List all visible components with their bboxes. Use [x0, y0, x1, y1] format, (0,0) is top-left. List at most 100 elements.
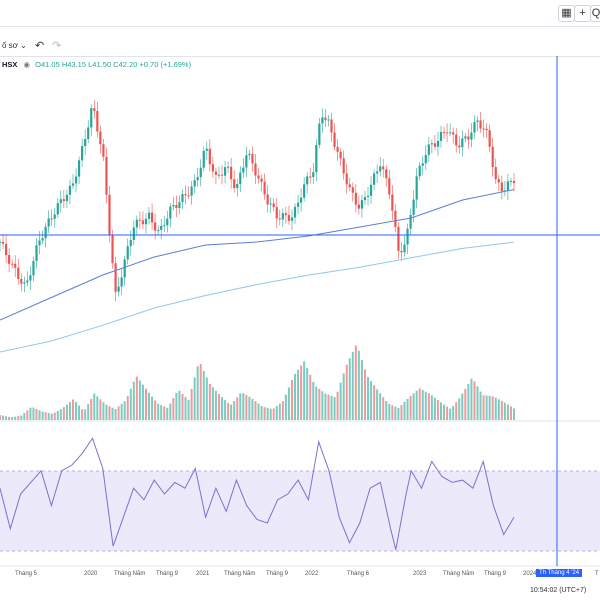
volume-bar [479, 391, 482, 420]
volume-bar [424, 391, 427, 420]
eye-icon[interactable]: ◉ [23, 60, 31, 69]
candle-body [74, 176, 78, 184]
volume-bar [230, 404, 233, 420]
volume-bars [0, 345, 515, 420]
candle-body [138, 219, 142, 221]
candle-body [0, 242, 2, 243]
volume-bar [412, 393, 415, 420]
volume-bar [53, 412, 56, 420]
volume-bar [160, 405, 163, 420]
candle-body [102, 144, 105, 157]
candle-body [482, 128, 485, 130]
plus-icon[interactable]: + [574, 5, 591, 22]
chart-toolbar: ố sơ ⌄ ↶ ↷ [0, 36, 600, 57]
volume-bar [373, 385, 376, 420]
layout-grid-icon[interactable]: ▦ [558, 5, 575, 22]
volume-bar [333, 397, 336, 420]
candle-body [275, 207, 278, 219]
candle-body [269, 203, 272, 205]
candle-body [211, 164, 214, 172]
candle-body [50, 218, 53, 220]
volume-bar [14, 416, 17, 420]
candle-body [84, 138, 87, 147]
volume-bar [208, 383, 211, 420]
candle-body [461, 138, 464, 148]
undo-icon[interactable]: ↶ [35, 40, 45, 52]
volume-bar [464, 388, 467, 420]
x-axis-label: Tháng Năm [114, 571, 146, 577]
volume-bar [129, 388, 132, 420]
candle-body [169, 206, 172, 219]
candle-body [372, 173, 376, 185]
candle-body [29, 275, 32, 281]
candle-body [479, 120, 482, 129]
volume-bar [303, 361, 306, 420]
candle-body [287, 215, 291, 221]
candle-body [473, 121, 476, 133]
volume-bar [509, 406, 512, 420]
volume-bar [297, 369, 300, 420]
volume-bar [436, 400, 439, 420]
candle-body [485, 128, 488, 131]
candle-body [62, 199, 65, 202]
candle-body [68, 185, 72, 195]
candle-body [391, 194, 394, 211]
volume-bar [56, 410, 59, 420]
volume-bar [263, 407, 266, 420]
volume-bar [506, 404, 509, 420]
volume-bar [315, 386, 318, 420]
candle-body [458, 145, 461, 148]
candle-body [181, 194, 184, 203]
candle-body [20, 278, 23, 284]
volume-bar [391, 405, 394, 420]
candle-body [260, 178, 263, 182]
x-axis-label: Tháng 6 [347, 571, 370, 577]
clock: 10:54:02 (UTC+7) [530, 587, 587, 594]
x-axis-label: T [595, 571, 599, 577]
volume-bar [494, 397, 497, 420]
candle-body [266, 194, 269, 205]
volume-bar [488, 395, 491, 420]
volume-bar [284, 394, 287, 420]
candle-body [455, 134, 458, 146]
candle-body [464, 136, 467, 139]
volume-bar [248, 396, 251, 420]
candle-body [418, 165, 421, 177]
candle-body [154, 222, 157, 231]
volume-bar [278, 403, 281, 420]
volume-bar [357, 350, 360, 420]
volume-bar [485, 395, 488, 420]
candle-body [412, 199, 415, 215]
volume-bar [245, 394, 248, 420]
symbol-legend: HSX ◉ O41.05 H43.15 L41.50 C42.20 +0.70 … [2, 60, 191, 69]
search-icon[interactable]: Q [590, 5, 600, 22]
ohlc-values: O41.05 H43.15 L41.50 C42.20 +0.70 (+1.69… [35, 60, 192, 69]
candle-body [369, 184, 373, 196]
volume-bar [254, 401, 257, 420]
interval-dropdown[interactable]: ố sơ ⌄ [2, 41, 27, 50]
candle-body [87, 127, 90, 139]
candle-body [388, 178, 391, 195]
volume-bar [144, 388, 147, 420]
candle-body [230, 166, 233, 180]
candle-body [306, 176, 309, 185]
candle-body [470, 132, 473, 140]
candle-body [397, 226, 400, 251]
x-axis-label: 2021 [196, 571, 210, 577]
redo-icon[interactable]: ↷ [52, 40, 62, 52]
candle-body [233, 179, 236, 189]
candle-body [41, 238, 44, 241]
volume-bar [120, 403, 123, 420]
volume-bar [239, 393, 242, 420]
candle-body [394, 210, 397, 227]
volume-bar [20, 415, 23, 420]
candle-body [123, 259, 126, 278]
candle-body [278, 218, 281, 220]
candle-body [336, 146, 339, 152]
volume-bar [269, 408, 272, 420]
volume-bar [406, 398, 409, 420]
candle-body [184, 194, 187, 196]
x-axis-label: Tháng Năm [443, 571, 475, 577]
candle-body [199, 167, 202, 178]
